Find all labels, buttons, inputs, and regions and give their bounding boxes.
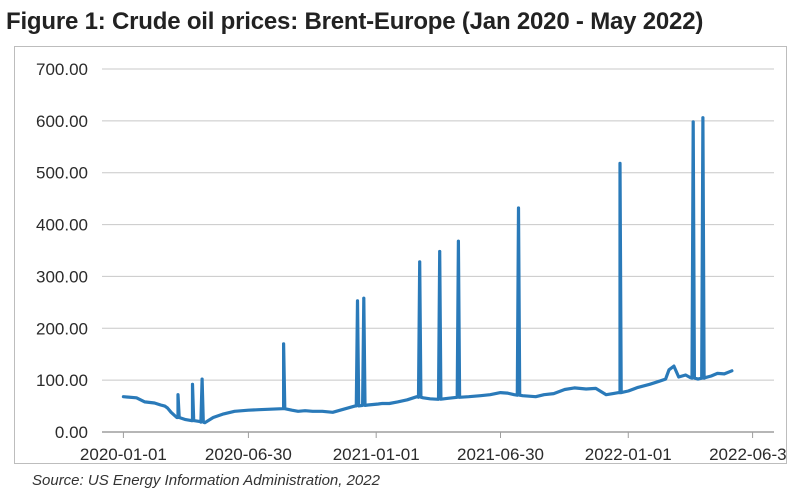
x-axis-ticks: 2020-01-01 2020-06-30 2021-01-01 2021-06-30… <box>80 432 786 463</box>
spike-peak-point <box>517 206 520 210</box>
y-tick-label: 700.00 <box>36 60 88 79</box>
y-tick-label: 500.00 <box>36 164 88 183</box>
y-tick-label: 200.00 <box>36 319 88 338</box>
spike-peak-point <box>200 377 204 381</box>
x-tick-label: 2022-01-01 <box>585 445 672 463</box>
x-tick-label: 2022-06-30 <box>709 445 786 463</box>
spike-peak-point <box>456 239 460 243</box>
y-tick-label: 300.00 <box>36 267 88 286</box>
y-tick-label: 600.00 <box>36 112 88 131</box>
spike-peak-point <box>356 299 359 303</box>
spike-peak-point <box>701 116 705 120</box>
spike-peak-point <box>176 393 180 397</box>
y-axis-ticks: 0.00 100.00 200.00 300.00 400.00 500.00 600.00… <box>36 60 88 442</box>
x-tick-label: 2020-01-01 <box>80 445 167 463</box>
spike-peak-point <box>438 250 442 253</box>
chart-frame: 0.00 100.00 200.00 300.00 400.00 500.00 600.00… <box>14 46 787 464</box>
spike-peak-point <box>691 120 695 124</box>
y-tick-label: 400.00 <box>36 216 88 235</box>
spike-peak-point <box>418 260 422 264</box>
spike-peak-point <box>362 296 366 300</box>
y-tick-label: 0.00 <box>55 423 88 442</box>
spike-peak-point <box>191 382 194 386</box>
spike-peak-point <box>282 342 286 346</box>
brent-price-line <box>121 116 734 425</box>
series-layer <box>121 116 734 425</box>
figure-title: Figure 1: Crude oil prices: Brent-Europe… <box>6 8 704 35</box>
y-tick-label: 100.00 <box>36 371 88 390</box>
spike-peak-point <box>618 161 622 165</box>
x-tick-label: 2021-01-01 <box>333 445 420 463</box>
x-tick-label: 2021-06-30 <box>457 445 544 463</box>
x-tick-label: 2020-06-30 <box>205 445 292 463</box>
line-chart: 0.00 100.00 200.00 300.00 400.00 500.00 600.00… <box>36 60 786 463</box>
source-note: Source: US Energy Information Administra… <box>32 472 380 489</box>
